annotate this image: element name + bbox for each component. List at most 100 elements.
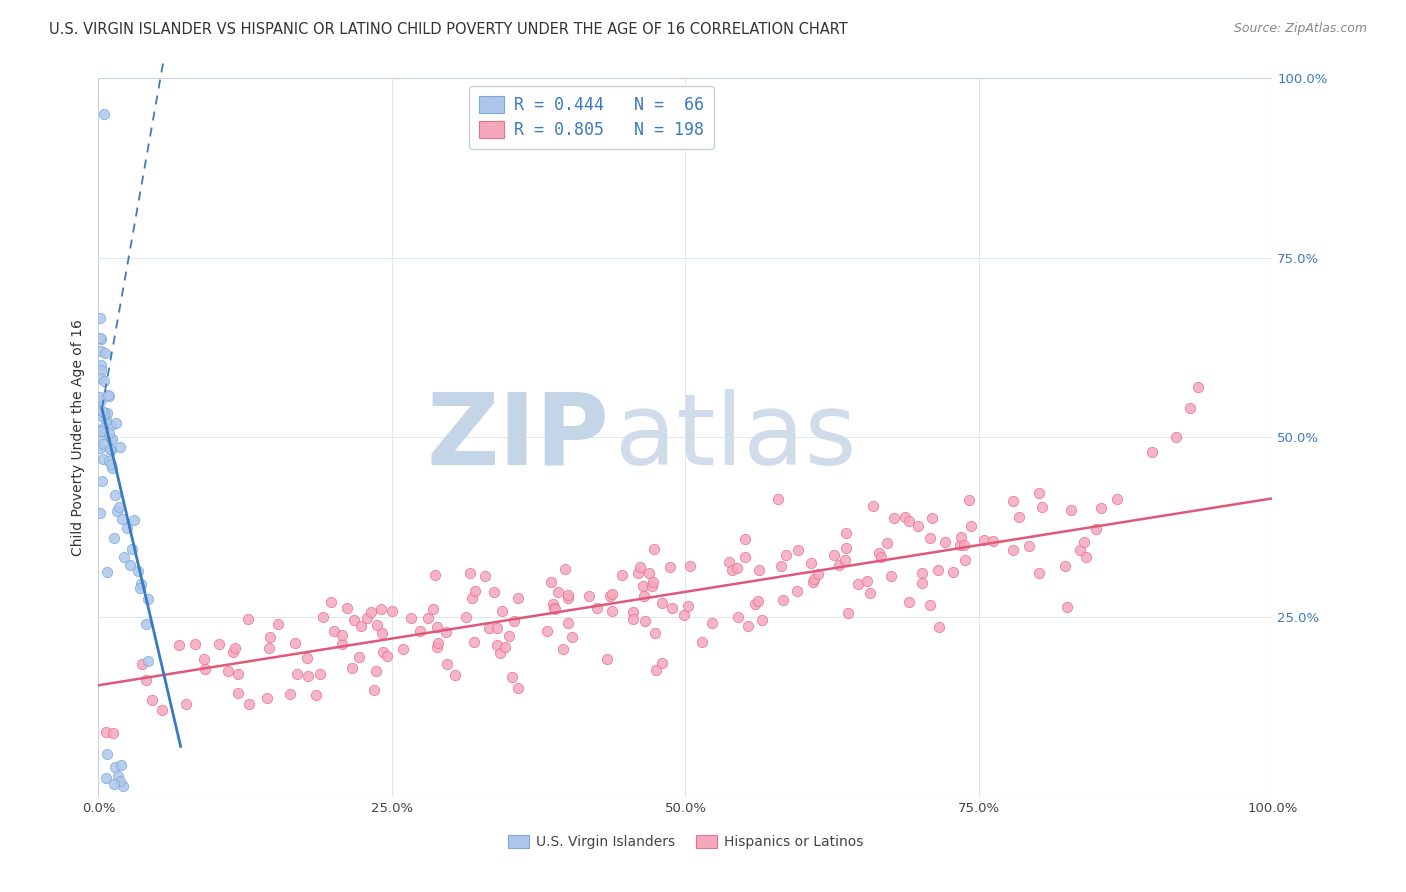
Point <box>90 424 112 438</box>
Point <box>104 488 127 502</box>
Point <box>226 686 249 700</box>
Point <box>381 604 404 618</box>
Point <box>921 511 943 525</box>
Point <box>267 617 290 632</box>
Point <box>104 760 127 774</box>
Point <box>426 640 449 655</box>
Point <box>948 538 970 552</box>
Point <box>801 574 824 589</box>
Point <box>236 611 259 625</box>
Point <box>1018 539 1040 553</box>
Point <box>224 641 246 656</box>
Point <box>183 637 205 651</box>
Point <box>557 588 579 602</box>
Point <box>336 601 359 615</box>
Point <box>91 436 114 450</box>
Point <box>506 681 529 695</box>
Point <box>502 614 524 628</box>
Point <box>1053 559 1076 574</box>
Point <box>347 649 370 664</box>
Point <box>115 521 138 535</box>
Point <box>460 591 482 605</box>
Point <box>330 636 353 650</box>
Point <box>942 565 965 579</box>
Point <box>543 601 565 615</box>
Point <box>651 596 673 610</box>
Point <box>610 568 633 582</box>
Point <box>100 433 122 447</box>
Point <box>135 616 157 631</box>
Point <box>1073 535 1095 549</box>
Point <box>371 644 394 658</box>
Point <box>135 673 157 688</box>
Point <box>93 424 115 438</box>
Point <box>463 634 485 648</box>
Point <box>1031 500 1053 515</box>
Point <box>350 618 373 632</box>
Legend: U.S. Virgin Islanders, Hispanics or Latinos: U.S. Virgin Islanders, Hispanics or Lati… <box>502 829 869 855</box>
Point <box>1085 523 1108 537</box>
Point <box>769 559 792 574</box>
Point <box>957 492 980 507</box>
Point <box>93 107 115 121</box>
Point <box>90 343 112 358</box>
Point <box>870 549 893 564</box>
Point <box>297 669 319 683</box>
Point <box>734 550 756 565</box>
Point <box>983 534 1005 549</box>
Point <box>934 535 956 549</box>
Point <box>868 546 890 560</box>
Point <box>340 661 363 675</box>
Point <box>1090 500 1112 515</box>
Point <box>96 747 118 761</box>
Point <box>121 542 143 557</box>
Point <box>544 602 567 616</box>
Point <box>399 611 422 625</box>
Point <box>631 579 654 593</box>
Point <box>1056 600 1078 615</box>
Point <box>578 589 600 603</box>
Point <box>259 630 281 644</box>
Point <box>150 703 173 717</box>
Point <box>955 553 977 567</box>
Point <box>846 577 869 591</box>
Point <box>96 725 118 739</box>
Point <box>112 549 135 564</box>
Point <box>718 555 741 569</box>
Point <box>108 440 131 454</box>
Point <box>1180 401 1202 416</box>
Point <box>835 526 858 541</box>
Point <box>194 662 217 676</box>
Point <box>725 560 748 574</box>
Point <box>426 636 449 650</box>
Point <box>918 532 941 546</box>
Point <box>600 604 623 618</box>
Point <box>295 651 318 665</box>
Point <box>775 549 797 563</box>
Point <box>859 586 882 600</box>
Point <box>319 595 342 609</box>
Point <box>370 602 392 616</box>
Point <box>110 774 132 789</box>
Point <box>747 594 769 608</box>
Y-axis label: Child Poverty Under the Age of 16: Child Poverty Under the Age of 16 <box>72 318 86 556</box>
Point <box>557 615 579 630</box>
Point <box>91 451 114 466</box>
Point <box>477 621 499 635</box>
Point <box>91 421 114 435</box>
Point <box>90 393 112 408</box>
Text: atlas: atlas <box>614 389 856 486</box>
Point <box>360 605 382 619</box>
Point <box>89 390 111 404</box>
Point <box>129 576 152 591</box>
Point <box>862 499 884 513</box>
Point <box>651 656 673 670</box>
Point <box>880 569 903 583</box>
Point <box>547 584 569 599</box>
Point <box>97 454 120 468</box>
Text: ZIP: ZIP <box>426 389 609 486</box>
Point <box>90 404 112 418</box>
Point <box>141 693 163 707</box>
Point <box>284 636 307 650</box>
Point <box>672 608 695 623</box>
